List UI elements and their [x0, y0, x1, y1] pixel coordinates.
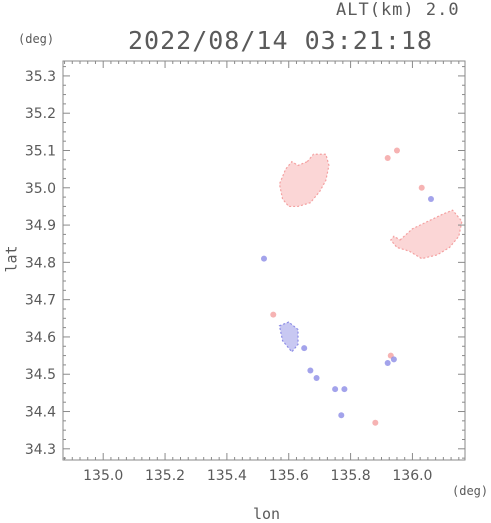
echo-point [393, 147, 400, 154]
echo-point [270, 311, 277, 318]
echo-region-3 [278, 321, 299, 353]
echo-point [384, 154, 391, 161]
x-tick-label: 135.0 [83, 468, 123, 484]
y-tick-label: 35.1 [25, 143, 56, 159]
echo-point [418, 184, 425, 191]
x-tick-label: 135.6 [269, 468, 309, 484]
y-tick-label: 35.3 [25, 69, 56, 85]
timestamp-title: 2022/08/14 03:21:18 [128, 26, 433, 55]
y-tick-label: 34.8 [25, 255, 56, 271]
y-tick-label: 34.4 [25, 405, 56, 421]
echo-region-1 [278, 153, 330, 208]
y-tick-label: 34.9 [25, 218, 56, 234]
axis-layer: 135.0 135.2 135.4 135.6 135.8 136.0 34.3 34.4 34… [25, 61, 465, 484]
echo-point [313, 374, 320, 381]
echo-point [341, 386, 348, 393]
echo-point [372, 419, 379, 426]
y-unit-label: (deg) [18, 32, 55, 46]
x-tick-label: 135.4 [207, 468, 247, 484]
y-tick-label: 35.0 [25, 181, 56, 197]
echo-point [307, 367, 314, 374]
echo-layer [261, 147, 463, 426]
plot-frame [62, 60, 466, 461]
y-tick-label: 34.6 [25, 330, 56, 346]
y-tick-label: 35.2 [25, 106, 56, 122]
x-tick-label: 135.8 [331, 468, 371, 484]
echo-point [338, 412, 345, 419]
y-tick-label: 34.5 [25, 367, 56, 383]
echo-point [390, 356, 397, 363]
echo-point [427, 195, 434, 202]
x-tick-label: 136.0 [392, 468, 432, 484]
x-unit-label: (deg) [452, 484, 489, 498]
y-tick-label: 34.7 [25, 293, 56, 309]
x-axis-label: lon [253, 505, 281, 523]
y-tick-label: 34.3 [25, 442, 56, 458]
echo-point [332, 386, 339, 393]
x-tick-label: 135.2 [145, 468, 185, 484]
echo-point [301, 345, 308, 352]
echo-region-2 [390, 209, 463, 260]
echo-point [384, 360, 391, 367]
altitude-label: ALT(km) 2.0 [336, 0, 460, 20]
echo-point [261, 255, 267, 262]
